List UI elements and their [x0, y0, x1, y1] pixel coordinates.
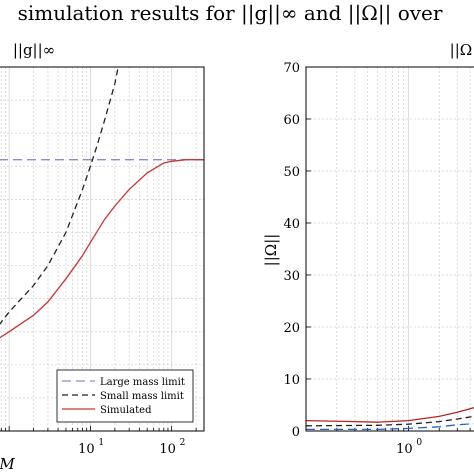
- y-tick-label: 70: [283, 61, 300, 76]
- grid-lines: [306, 66, 474, 432]
- tick-labels: 10 1 10 2: [78, 438, 185, 457]
- x-tick-label: 10: [396, 442, 413, 457]
- y-tick-label: 10: [283, 373, 300, 388]
- legend-label: Simulated: [100, 405, 152, 416]
- y-tick-label: 20: [283, 321, 300, 336]
- series-group: [305, 406, 474, 431]
- omega-series-large-mass-limit: [306, 422, 474, 431]
- x-axis-label: M: [0, 455, 15, 473]
- legend: Large mass limit Small mass limit Simulate…: [56, 369, 194, 423]
- plot-frame: [0, 66, 205, 432]
- y-axis-label: ||Ω||: [262, 234, 280, 267]
- x-tick-exponent: 2: [180, 438, 186, 448]
- panel-omega-title: ||Ω||: [450, 41, 474, 59]
- omega-series-small-mass-limit: [305, 415, 474, 427]
- x-tick-exponent: 1: [98, 438, 104, 448]
- y-tick-label: 50: [283, 165, 300, 180]
- x-tick-label: 10: [159, 442, 176, 457]
- y-tick-label: 30: [283, 269, 300, 284]
- legend-label: Small mass limit: [100, 391, 184, 402]
- legend-label: Large mass limit: [100, 377, 185, 388]
- omega-series-simulated: [305, 406, 474, 423]
- legend-box: [56, 369, 194, 423]
- x-tick-label: 10: [78, 442, 95, 457]
- figure-title: simulation results for ||g||∞ and ||Ω|| …: [18, 1, 443, 26]
- y-tick-label: 60: [283, 113, 300, 128]
- y-tick-label: 0: [292, 425, 300, 440]
- x-tick-exponent: 0: [416, 438, 422, 448]
- g-series-simulated: [0, 159, 204, 339]
- g-series-small-mass-limit: [0, 66, 119, 325]
- y-tick-label: 40: [283, 217, 300, 232]
- panel-g-title: ||g||∞: [13, 41, 55, 59]
- series-group: [0, 66, 204, 339]
- plot-frame: [305, 66, 474, 432]
